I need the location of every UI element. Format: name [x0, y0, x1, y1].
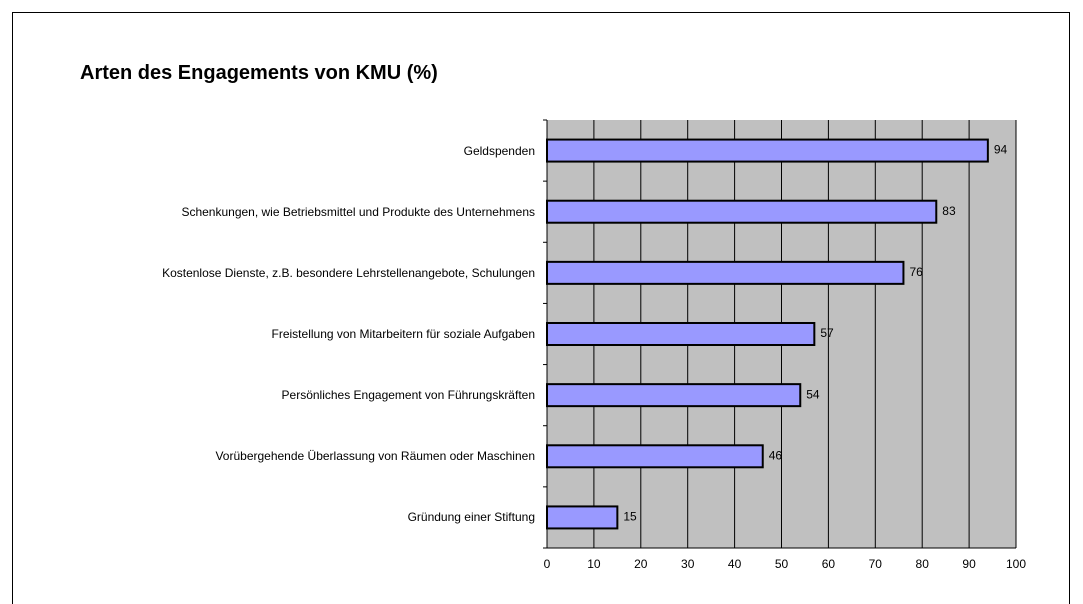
y-tick-label: Freistellung von Mitarbeitern für sozial… [271, 327, 535, 341]
x-tick-label: 10 [587, 557, 601, 571]
value-label: 83 [942, 204, 956, 218]
value-label: 57 [820, 326, 834, 340]
x-tick-label: 40 [728, 557, 742, 571]
x-tick-label: 100 [1006, 557, 1026, 571]
bar [546, 322, 816, 346]
y-tick-label: Schenkungen, wie Betriebsmittel und Prod… [181, 204, 535, 219]
value-label: 46 [769, 448, 783, 462]
y-tick-label: Geldspenden [463, 143, 535, 158]
bar [546, 138, 989, 163]
frame [12, 12, 1070, 604]
y-tick-label: Persönliches Engagement von Führungskräf… [281, 388, 535, 403]
value-label: 76 [909, 265, 923, 279]
x-tick-label: 30 [681, 557, 695, 571]
x-tick-label: 80 [916, 557, 930, 571]
bar [546, 383, 802, 408]
bar [546, 260, 905, 285]
x-tick-label: 60 [822, 557, 836, 571]
x-tick-label: 50 [775, 557, 789, 571]
bar [546, 444, 764, 469]
y-tick-label: Vorübergehende Überlassung von Räumen od… [215, 449, 535, 464]
y-tick-label: Kostenlose Dienste, z.B. besondere Lehrs… [162, 265, 535, 280]
bar [546, 199, 938, 224]
chart-title: Arten des Engagements von KMU (%) [80, 62, 438, 84]
x-tick-label: 70 [869, 557, 883, 571]
x-tick-label: 90 [962, 557, 976, 571]
bar [546, 505, 619, 530]
value-label: 15 [623, 510, 637, 524]
x-tick-label: 0 [544, 557, 551, 571]
y-tick-label: Gründung einer Stiftung [407, 510, 535, 525]
x-tick-label: 20 [634, 557, 648, 571]
value-label: 54 [806, 387, 820, 401]
value-label: 94 [994, 143, 1008, 157]
